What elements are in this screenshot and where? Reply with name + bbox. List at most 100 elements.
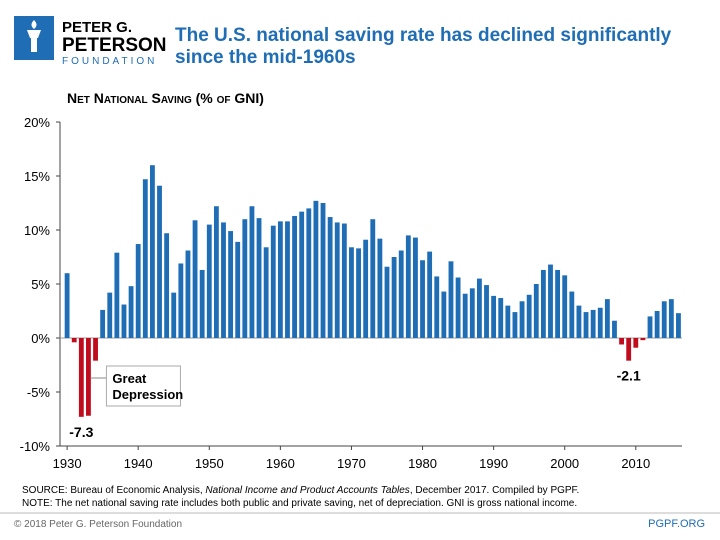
y-tick-label: 15% xyxy=(24,169,50,184)
y-tick-label: 5% xyxy=(31,277,50,292)
bar xyxy=(142,179,148,338)
bar xyxy=(505,305,511,338)
y-tick-label: 10% xyxy=(24,223,50,238)
x-tick-label: 1980 xyxy=(408,456,437,471)
bar xyxy=(206,224,212,338)
bar xyxy=(199,269,205,338)
bar xyxy=(540,269,546,338)
bar xyxy=(640,338,646,341)
bar xyxy=(370,219,376,338)
bar xyxy=(178,263,184,338)
bar xyxy=(583,312,589,338)
bar xyxy=(356,248,361,338)
bar xyxy=(64,273,70,338)
bar xyxy=(299,211,305,338)
bar xyxy=(619,338,624,345)
bar xyxy=(185,250,191,338)
copyright: © 2018 Peter G. Peterson Foundation xyxy=(14,519,182,530)
annotation-box xyxy=(105,365,181,407)
logo-text: PETERSON xyxy=(62,35,167,56)
bar xyxy=(498,298,504,338)
bar xyxy=(249,206,255,338)
bar xyxy=(597,307,603,338)
bar xyxy=(334,222,340,338)
x-tick-label: 1960 xyxy=(266,456,295,471)
bar xyxy=(654,311,660,338)
source-part: , December 2017. Compiled by PGPF. xyxy=(410,485,580,496)
bar xyxy=(555,269,561,338)
bar xyxy=(341,223,347,338)
bar xyxy=(164,233,170,338)
bar xyxy=(114,252,120,338)
value-label: -2.1 xyxy=(617,368,641,384)
bar xyxy=(71,338,77,343)
bar xyxy=(213,206,219,338)
chart-title: since the mid-1960s xyxy=(175,47,356,68)
bar xyxy=(661,301,667,338)
bar xyxy=(469,288,475,338)
y-tick-label: -5% xyxy=(27,385,51,400)
bar xyxy=(491,295,497,338)
bar xyxy=(192,220,198,338)
bar xyxy=(349,247,354,338)
annotation-text: Depression xyxy=(112,387,183,402)
bar xyxy=(228,231,234,338)
bar xyxy=(647,316,653,338)
bar xyxy=(576,305,582,338)
bar xyxy=(242,219,248,338)
bar xyxy=(363,239,369,338)
bar xyxy=(320,203,326,338)
bar xyxy=(157,185,162,338)
bar xyxy=(676,313,681,338)
bar xyxy=(405,235,411,338)
bar xyxy=(107,292,113,338)
bar xyxy=(135,244,141,338)
bar xyxy=(626,338,632,361)
x-tick-label: 1950 xyxy=(195,456,224,471)
bar xyxy=(548,264,553,338)
bar xyxy=(612,320,617,338)
bar xyxy=(263,247,269,338)
source-part: National Income and Product Accounts Tab… xyxy=(205,485,409,496)
bar xyxy=(590,309,596,338)
source-part: SOURCE: Bureau of Economic Analysis, xyxy=(22,485,205,496)
logo-text: PETER G. xyxy=(62,19,132,36)
x-tick-label: 2010 xyxy=(621,456,650,471)
bar xyxy=(86,338,91,416)
bar xyxy=(270,225,276,338)
logo-torch xyxy=(27,20,41,52)
bar xyxy=(391,257,397,338)
source: SOURCE: Bureau of Economic Analysis, Nat… xyxy=(22,485,579,496)
bar xyxy=(327,217,333,338)
bar xyxy=(420,260,425,338)
bar xyxy=(441,291,447,338)
bar xyxy=(427,251,433,338)
bar xyxy=(149,165,155,338)
bar xyxy=(633,338,639,348)
x-tick-label: 2000 xyxy=(550,456,579,471)
logo-text: FOUNDATION xyxy=(62,56,157,67)
bar xyxy=(306,208,312,338)
value-label: -7.3 xyxy=(69,424,93,440)
x-tick-label: 1930 xyxy=(53,456,82,471)
bar xyxy=(569,291,575,338)
bar xyxy=(235,241,241,338)
bar xyxy=(413,237,418,338)
bar xyxy=(562,275,568,338)
bar xyxy=(668,299,674,338)
bar xyxy=(285,221,290,338)
bar xyxy=(292,215,297,338)
bar xyxy=(434,276,440,338)
x-tick-label: 1970 xyxy=(337,456,366,471)
bar xyxy=(313,200,319,338)
bar xyxy=(256,218,262,338)
bar xyxy=(277,221,283,338)
bar xyxy=(519,301,525,338)
bar xyxy=(384,266,390,338)
bar xyxy=(93,338,98,361)
note: NOTE: The net national saving rate inclu… xyxy=(22,498,577,509)
bar xyxy=(377,238,383,338)
chart-subtitle: Net National Saving (% of GNI) xyxy=(67,90,264,106)
bar xyxy=(78,338,84,417)
